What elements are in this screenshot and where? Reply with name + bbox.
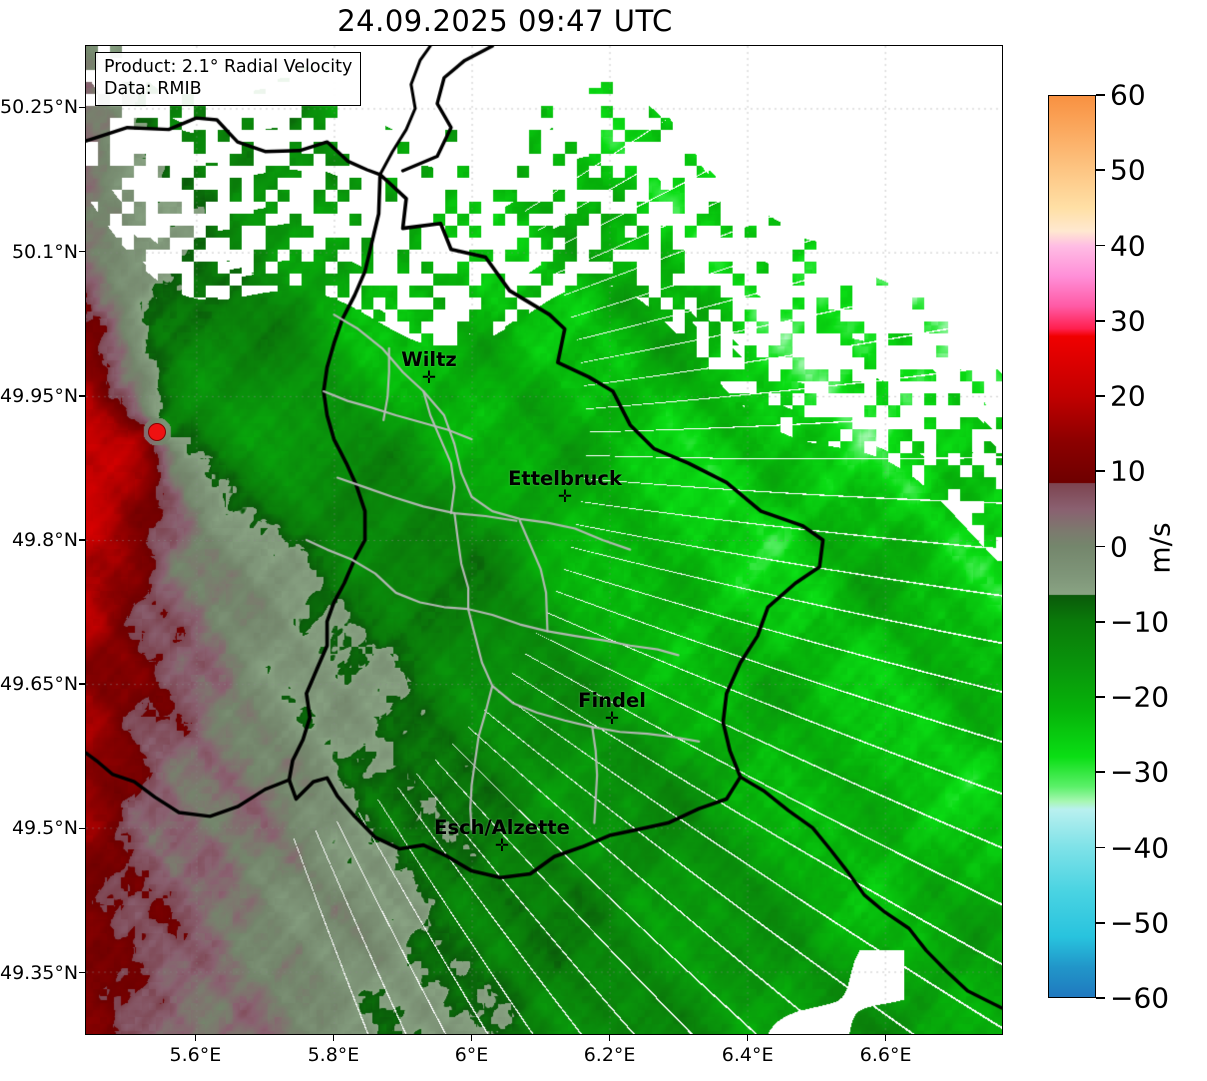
longitude-tick-label: 5.6°E xyxy=(169,1044,222,1066)
colorbar-tick xyxy=(1096,620,1105,623)
radar-velocity-field xyxy=(86,46,1002,1034)
page-title: 24.09.2025 09:47 UTC xyxy=(337,4,673,38)
colorbar-tick-label: 0 xyxy=(1110,530,1128,563)
latitude-tick-mark xyxy=(79,106,85,109)
latitude-tick-mark xyxy=(79,683,85,685)
latitude-tick-mark xyxy=(79,971,85,974)
colorbar-tick xyxy=(1096,94,1105,96)
longitude-tick-mark xyxy=(746,1035,749,1041)
colorbar-tick-label: 40 xyxy=(1110,229,1146,262)
latitude-tick-label: 49.95°N xyxy=(0,384,79,407)
colorbar-tick-label: 30 xyxy=(1110,304,1146,338)
colorbar-tick xyxy=(1096,470,1105,473)
colorbar-tick-label: −50 xyxy=(1110,906,1170,940)
colorbar-unit-label: m/s xyxy=(1143,522,1177,574)
colorbar-tick-label: −20 xyxy=(1110,680,1170,714)
data-source-line: Data: RMIB xyxy=(104,79,202,100)
longitude-tick-mark xyxy=(194,1035,197,1041)
latitude-tick-label: 49.5°N xyxy=(11,817,78,840)
colorbar-tick xyxy=(1096,169,1105,172)
colorbar-tick xyxy=(1096,545,1105,548)
colorbar-tick xyxy=(1096,319,1105,322)
radar-map[interactable] xyxy=(85,45,1003,1035)
longitude-tick-label: 6.6°E xyxy=(859,1044,912,1066)
longitude-tick-mark xyxy=(332,1035,335,1041)
colorbar-tick-label: 60 xyxy=(1110,78,1146,112)
colorbar-tick xyxy=(1096,244,1105,247)
longitude-tick-label: 6.4°E xyxy=(721,1044,774,1066)
colorbar-gradient xyxy=(1048,95,1096,998)
colorbar-tick xyxy=(1096,921,1105,924)
latitude-tick-label: 50.25°N xyxy=(0,96,79,119)
radar-site-marker[interactable] xyxy=(148,423,166,441)
latitude-tick-label: 50.1°N xyxy=(11,240,78,263)
colorbar: 60 50 40 30 20 10 0 −10 −20 −30 −40 −50 −60 xyxy=(1048,79,1169,1015)
latitude-tick-mark xyxy=(79,250,85,253)
colorbar-tick-label: −60 xyxy=(1110,981,1170,1015)
longitude-tick-mark xyxy=(884,1035,887,1041)
colorbar-tick-label: 20 xyxy=(1110,379,1146,413)
longitude-tick-mark xyxy=(470,1035,473,1041)
longitude-tick-mark xyxy=(608,1035,611,1041)
longitude-tick-label: 6°E xyxy=(454,1044,489,1066)
latitude-tick-label: 49.35°N xyxy=(0,961,79,984)
latitude-tick-mark xyxy=(79,539,85,541)
latitude-tick-label: 49.65°N xyxy=(0,673,79,696)
colorbar-tick-label: −40 xyxy=(1110,831,1170,864)
longitude-tick-label: 6.2°E xyxy=(583,1044,636,1066)
colorbar-tick xyxy=(1096,846,1105,849)
product-info-box: Product: 2.1° Radial Velocity Data: RMIB xyxy=(95,52,362,106)
colorbar-tick xyxy=(1096,771,1105,774)
colorbar-tick xyxy=(1096,997,1105,999)
product-line: Product: 2.1° Radial Velocity xyxy=(104,57,353,77)
colorbar-tick-label: 10 xyxy=(1110,454,1146,488)
colorbar-tick xyxy=(1096,395,1105,397)
colorbar-tick-label: −30 xyxy=(1110,755,1170,789)
colorbar-tick-label: −10 xyxy=(1110,605,1170,639)
latitude-tick-mark xyxy=(79,827,85,830)
latitude-tick-mark xyxy=(79,395,85,397)
colorbar-tick xyxy=(1096,696,1105,698)
longitude-tick-label: 5.8°E xyxy=(307,1044,360,1066)
colorbar-tick-label: 50 xyxy=(1110,153,1146,187)
latitude-tick-label: 49.8°N xyxy=(11,529,78,551)
